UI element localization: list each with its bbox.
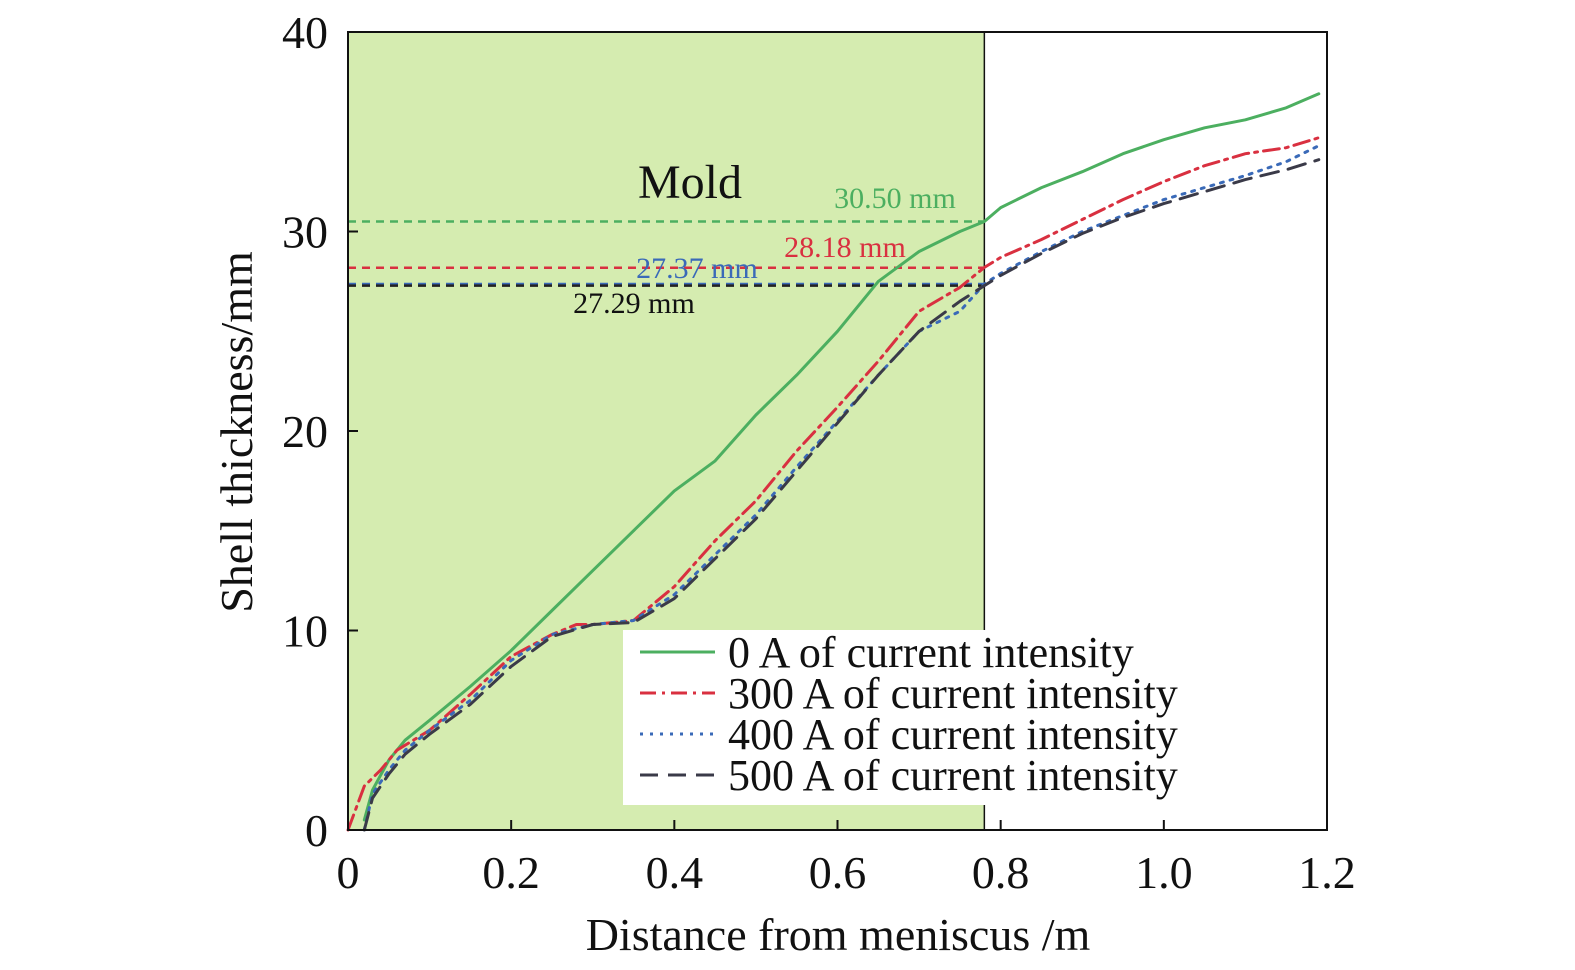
x-tick-label: 0.4 <box>646 847 704 898</box>
series-line-3 <box>362 158 1321 832</box>
legend-box <box>623 630 1307 805</box>
reference-label-0: 30.50 mm <box>834 182 956 215</box>
x-tick-label: 0.2 <box>482 847 540 898</box>
y-tick-label: 20 <box>282 406 328 457</box>
x-tick-label: 0 <box>337 847 360 898</box>
legend-label-2: 400 A of current intensity <box>728 710 1178 759</box>
series-line-2 <box>362 144 1321 832</box>
x-axis-label: Distance from meniscus /m <box>586 909 1091 960</box>
mold-label: Mold <box>638 156 742 209</box>
legend-label-3: 500 A of current intensity <box>728 751 1178 800</box>
y-tick-label: 40 <box>282 7 328 58</box>
reference-label-3: 27.29 mm <box>573 287 695 320</box>
y-tick-label: 10 <box>282 606 328 657</box>
legend-label-1: 300 A of current intensity <box>728 669 1178 718</box>
x-tick-label: 0.6 <box>809 847 867 898</box>
y-axis-label: Shell thickness/mm <box>211 251 262 613</box>
x-tick-label: 1.2 <box>1298 847 1356 898</box>
y-tick-label: 30 <box>282 207 328 258</box>
x-tick-label: 0.8 <box>972 847 1030 898</box>
series-line-1 <box>346 136 1321 832</box>
x-tick-label: 1.0 <box>1135 847 1193 898</box>
reference-label-1: 28.18 mm <box>784 231 906 264</box>
reference-label-2: 27.37 mm <box>636 252 758 285</box>
legend-label-0: 0 A of current intensity <box>728 628 1134 677</box>
series-line-0 <box>362 92 1321 822</box>
y-tick-label: 0 <box>305 805 328 856</box>
